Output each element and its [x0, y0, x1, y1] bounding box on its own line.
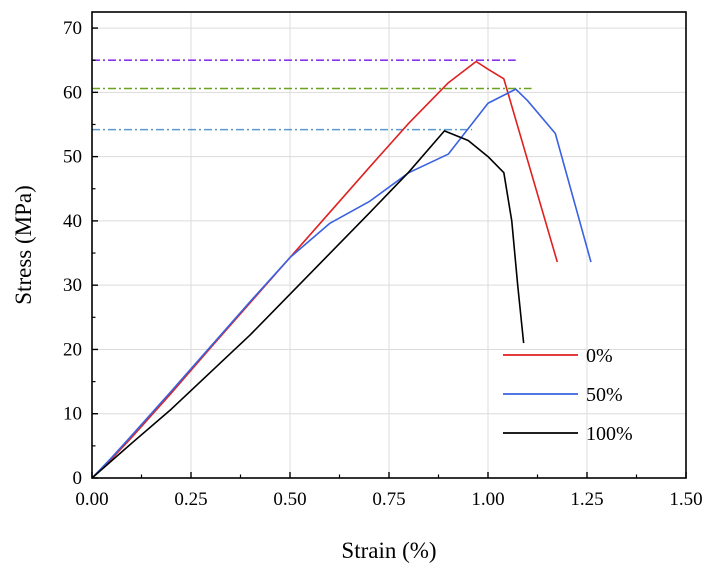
x-axis-label: Strain (%)	[341, 538, 436, 563]
y-tick-label: 70	[63, 18, 82, 39]
y-tick-label: 20	[63, 339, 82, 360]
y-axis-label: Stress (MPa)	[11, 185, 36, 304]
x-tick-label: 0.75	[372, 489, 405, 510]
y-tick-label: 40	[63, 211, 82, 232]
x-tick-label: 1.25	[570, 489, 603, 510]
x-tick-label: 1.00	[471, 489, 504, 510]
y-tick-label: 60	[63, 82, 82, 103]
series-line-50pct	[91, 88, 592, 479]
series-line-0pct	[91, 60, 559, 479]
y-tick-label: 10	[63, 404, 82, 425]
series-line-100pct	[91, 130, 525, 479]
x-tick-label: 0.25	[174, 489, 207, 510]
legend-label-50pct: 50%	[586, 384, 623, 406]
legend-label-100pct: 100%	[586, 423, 633, 445]
y-tick-label: 50	[63, 147, 82, 168]
y-tick-label: 0	[73, 468, 83, 489]
x-tick-label: 1.50	[669, 489, 702, 510]
x-tick-label: 0.00	[75, 489, 108, 510]
x-tick-label: 0.50	[273, 489, 306, 510]
y-tick-label: 30	[63, 275, 82, 296]
legend-label-0pct: 0%	[586, 345, 613, 367]
